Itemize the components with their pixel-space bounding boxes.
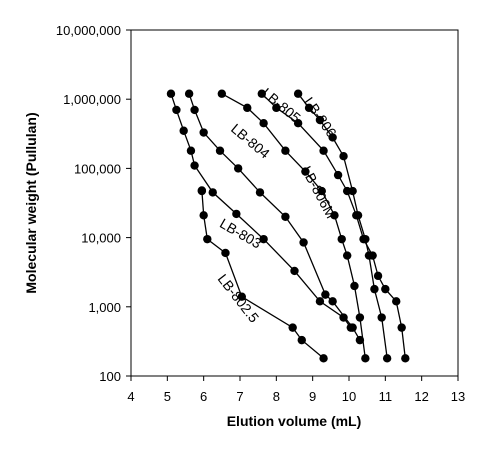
series-label: LB-806M — [298, 163, 339, 221]
data-point — [352, 211, 361, 220]
data-point — [346, 323, 356, 332]
data-point — [377, 313, 386, 322]
y-tick-label: 10,000 — [81, 231, 121, 246]
data-point — [337, 234, 346, 244]
data-point — [397, 323, 406, 332]
y-tick-label: 100 — [99, 369, 121, 384]
data-point — [259, 118, 268, 128]
data-point — [288, 323, 297, 332]
series-label: LB-802.5 — [215, 271, 263, 326]
data-point — [243, 103, 252, 113]
y-axis: 100 1,000 10,000 100,000 1,000,000 10,000,000 — [56, 23, 131, 384]
data-point — [259, 234, 268, 244]
x-axis: 4 5 6 7 8 9 10 11 12 13 — [127, 376, 465, 404]
data-point — [290, 266, 299, 276]
data-point — [199, 128, 208, 137]
data-point — [350, 281, 359, 291]
data-point — [328, 297, 337, 306]
y-tick-label: 1,000,000 — [63, 92, 121, 107]
data-point — [361, 354, 370, 363]
data-point — [190, 161, 199, 170]
data-point — [232, 209, 241, 219]
data-point — [233, 164, 243, 173]
data-point — [315, 297, 325, 306]
series-label: LB-803 — [217, 215, 264, 252]
y-tick-label: 100,000 — [74, 161, 121, 176]
data-point — [368, 251, 377, 260]
data-point — [330, 211, 339, 220]
data-point — [272, 103, 281, 113]
x-tick-label: 10 — [342, 389, 356, 404]
data-point — [281, 146, 290, 155]
data-point — [315, 115, 325, 125]
data-point — [355, 313, 365, 322]
x-tick-label: 7 — [236, 389, 243, 404]
data-point — [217, 89, 227, 98]
data-point — [328, 133, 337, 142]
data-point — [215, 146, 225, 155]
data-point — [333, 170, 343, 180]
x-tick-label: 11 — [379, 389, 393, 404]
data-point — [199, 211, 208, 220]
data-point — [281, 212, 290, 221]
x-tick-label: 6 — [200, 389, 207, 404]
data-point — [186, 146, 196, 155]
data-point — [208, 188, 217, 197]
y-tick-label: 1,000 — [88, 300, 121, 315]
data-point — [304, 103, 314, 113]
data-point — [319, 146, 328, 155]
data-point — [373, 271, 383, 281]
data-point — [237, 292, 247, 301]
data-point — [293, 118, 303, 128]
data-point — [382, 354, 392, 363]
x-tick-label: 13 — [451, 389, 465, 404]
series-layer — [166, 89, 410, 363]
data-point — [342, 251, 352, 260]
data-point — [203, 234, 212, 244]
series-lb-802-5 — [197, 186, 328, 363]
data-point — [172, 105, 181, 115]
x-tick-label: 5 — [164, 389, 171, 404]
series-lb-803 — [166, 89, 356, 332]
data-point — [166, 89, 176, 98]
data-point — [339, 152, 348, 161]
x-tick-label: 12 — [414, 389, 428, 404]
data-point — [297, 335, 306, 345]
data-point — [401, 354, 410, 363]
x-axis-title: Elution volume (mL) — [227, 413, 362, 429]
data-point — [255, 188, 265, 197]
x-tick-label: 9 — [309, 389, 316, 404]
data-point — [355, 335, 365, 345]
series-lb-804 — [184, 89, 365, 345]
x-tick-label: 4 — [127, 389, 134, 404]
data-point — [319, 354, 328, 363]
data-point — [190, 105, 199, 115]
data-point — [339, 313, 348, 322]
data-point — [184, 89, 194, 98]
data-point — [257, 89, 266, 98]
data-point — [317, 186, 326, 196]
series-lb-805 — [257, 89, 410, 363]
data-point — [321, 290, 330, 299]
y-axis-title: Molecular weight (Pullulan) — [23, 112, 39, 293]
y-tick-label: 10,000,000 — [56, 23, 121, 38]
data-point — [381, 284, 390, 294]
data-point — [221, 248, 230, 258]
series-lb-806m — [217, 89, 370, 363]
data-point — [179, 126, 188, 135]
x-tick-label: 8 — [273, 389, 280, 404]
data-point — [359, 234, 368, 244]
series-line — [201, 190, 325, 359]
data-point — [301, 167, 310, 176]
data-point — [293, 89, 303, 98]
plot-frame — [130, 29, 459, 377]
data-point — [392, 297, 401, 306]
data-point — [299, 238, 308, 247]
data-point — [197, 186, 207, 196]
data-point — [370, 284, 379, 294]
data-point — [342, 186, 352, 196]
